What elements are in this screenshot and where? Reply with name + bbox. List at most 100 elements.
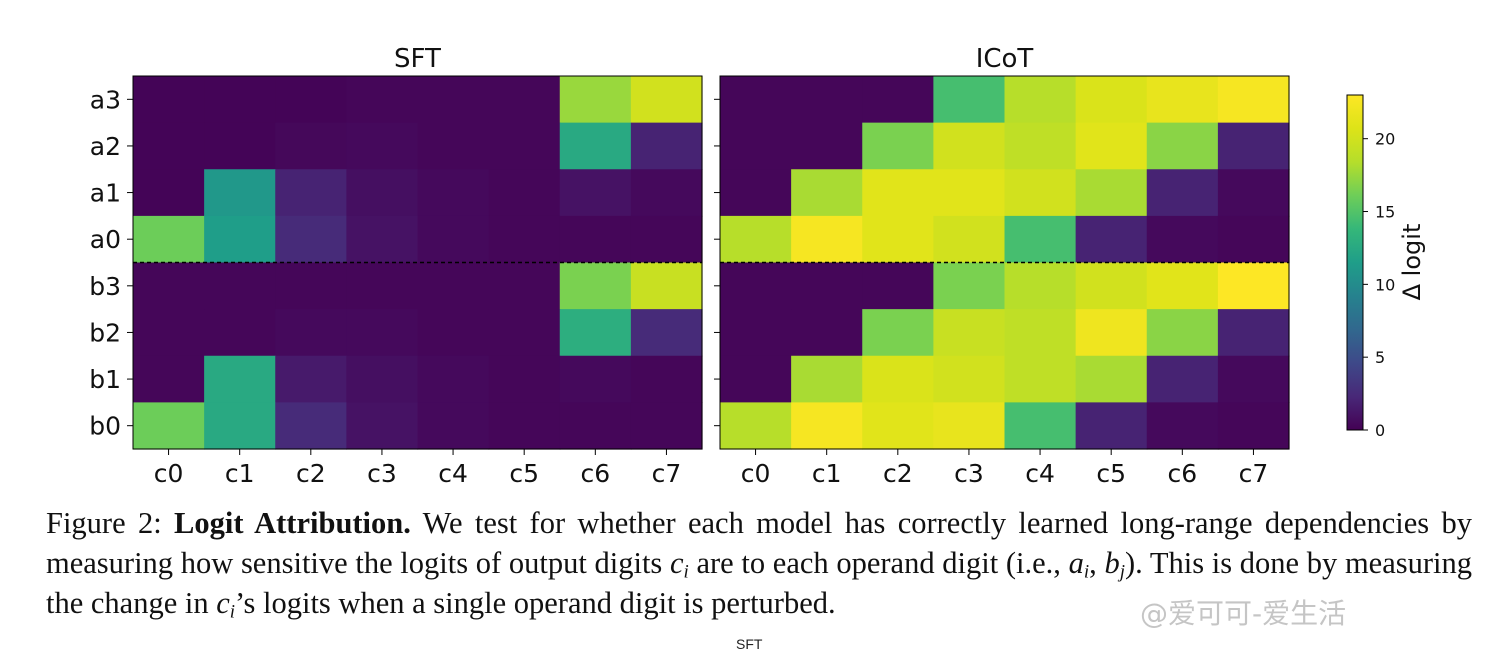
caption-ai: ai	[1068, 546, 1090, 583]
cell-a3-c6	[1146, 76, 1219, 124]
cell-b3-c6	[1146, 262, 1219, 310]
cell-a1-c7	[1217, 169, 1290, 217]
cell-a2-c5	[1075, 122, 1148, 170]
cell-b0-c5	[1075, 402, 1148, 450]
cell-a3-c2	[275, 76, 347, 124]
cell-a1-c1	[204, 169, 276, 217]
y-tick-label: a3	[90, 85, 121, 114]
cell-b0-c3	[346, 402, 419, 450]
heatmap-panel-icot: ICoT c0 c1 c2 c3 c4 c5 c6 c7	[714, 44, 1290, 488]
cell-a3-c7	[1217, 76, 1290, 124]
cell-b0-c6	[559, 402, 632, 450]
colorbar-gradient	[1346, 94, 1364, 431]
panel-title: ICoT	[976, 44, 1034, 74]
cell-b3-c2	[275, 262, 347, 310]
cell-b3-c1	[204, 262, 276, 310]
cell-b1-c5	[488, 355, 561, 403]
cell-b0-c1	[791, 402, 863, 450]
cell-a2-c6	[559, 122, 632, 170]
cell-a0-c2	[275, 215, 347, 264]
y-tick-label: b1	[89, 365, 121, 394]
x-tick-label: c7	[652, 459, 682, 488]
cell-a3-c1	[204, 76, 276, 124]
x-tick-label: c4	[438, 459, 468, 488]
cell-b1-c2	[275, 355, 347, 403]
cell-b1-c1	[791, 355, 863, 403]
cell-b2-c1	[204, 309, 276, 357]
cell-a0-c4	[417, 215, 490, 264]
caption-bj: bj	[1104, 546, 1125, 583]
heatmap-panel-sft: SFT c0 c1 c2 c3 c4 c5 c6 c7 a3 a2 a1 a0 b3 b2 b1 b0	[89, 44, 703, 488]
caption-text-2: are to each operand digit (i.e.,	[696, 546, 1061, 580]
cell-b3-c2	[862, 262, 934, 310]
y-tick-label: b0	[89, 412, 121, 441]
cell-b3-c7	[1217, 262, 1290, 310]
caption-ci-2: ci	[216, 586, 236, 623]
cell-a0-c1	[204, 215, 276, 264]
panel-title: SFT	[394, 44, 441, 74]
x-tick-label: c5	[509, 459, 539, 488]
caption-text-3: ). This is done by measuring the change …	[46, 546, 1473, 620]
cutoff-next-figure-label: SFT	[736, 636, 763, 652]
cell-b1-c4	[417, 355, 490, 403]
cell-b3-c1	[791, 262, 863, 310]
cell-b1-c7	[630, 355, 703, 403]
cell-a1-c2	[862, 169, 934, 217]
cell-a3-c2	[862, 76, 934, 124]
x-tick-label: c2	[883, 459, 913, 488]
cell-b2-c5	[488, 309, 561, 357]
x-tick-label: c7	[1239, 459, 1269, 488]
cell-b2-c3	[346, 309, 419, 357]
cell-a2-c1	[791, 122, 863, 170]
cell-a0-c5	[488, 215, 561, 264]
cell-a1-c6	[1146, 169, 1219, 217]
cell-a1-c5	[1075, 169, 1148, 217]
cell-b0-c7	[630, 402, 703, 450]
colorbar-label: Δ logit	[1398, 224, 1426, 301]
cell-b3-c5	[1075, 262, 1148, 310]
cell-a2-c3	[346, 122, 419, 170]
cell-b1-c0	[720, 355, 792, 403]
cell-a2-c7	[1217, 122, 1290, 170]
cell-b2-c2	[862, 309, 934, 357]
x-tick-label: c3	[367, 459, 397, 488]
cell-a0-c7	[1217, 215, 1290, 264]
x-tick-label: c1	[225, 459, 255, 488]
cell-a1-c4	[1004, 169, 1077, 217]
colorbar-tick-label: 5	[1375, 348, 1385, 367]
cell-a2-c4	[1004, 122, 1077, 170]
cell-b0-c0	[720, 402, 792, 450]
cell-b3-c4	[417, 262, 490, 310]
figure-caption: Figure 2: Logit Attribution. We test for…	[46, 503, 1472, 623]
cell-b2-c3	[933, 309, 1006, 357]
cell-a3-c5	[1075, 76, 1148, 124]
cell-b1-c7	[1217, 355, 1290, 403]
cell-a0-c3	[933, 215, 1006, 264]
cell-b0-c2	[275, 402, 347, 450]
colorbar-tick-label: 0	[1375, 421, 1385, 440]
cell-a1-c4	[417, 169, 490, 217]
cell-a0-c0	[720, 215, 792, 264]
y-tick-label: a1	[90, 179, 121, 208]
cell-b2-c7	[1217, 309, 1290, 357]
cell-a3-c4	[1004, 76, 1077, 124]
caption-prefix: Figure 2:	[46, 506, 162, 540]
cell-b0-c1	[204, 402, 276, 450]
caption-bold-title: Logit Attribution.	[174, 506, 411, 540]
cell-a3-c5	[488, 76, 561, 124]
cell-b3-c3	[933, 262, 1006, 310]
y-tick-label: b3	[89, 272, 121, 301]
cell-a2-c7	[630, 122, 703, 170]
cell-a2-c2	[275, 122, 347, 170]
cell-b1-c3	[933, 355, 1006, 403]
cell-b2-c6	[559, 309, 632, 357]
cell-a1-c6	[559, 169, 632, 217]
cell-a1-c0	[133, 169, 205, 217]
cell-b3-c7	[630, 262, 703, 310]
y-tick-label: b2	[89, 318, 121, 347]
x-tick-label: c5	[1096, 459, 1126, 488]
cell-a1-c2	[275, 169, 347, 217]
caption-text-4: ’s logits when a single operand digit is…	[235, 586, 836, 620]
caption-ci: ci	[669, 546, 689, 583]
x-tick-label: c3	[954, 459, 984, 488]
